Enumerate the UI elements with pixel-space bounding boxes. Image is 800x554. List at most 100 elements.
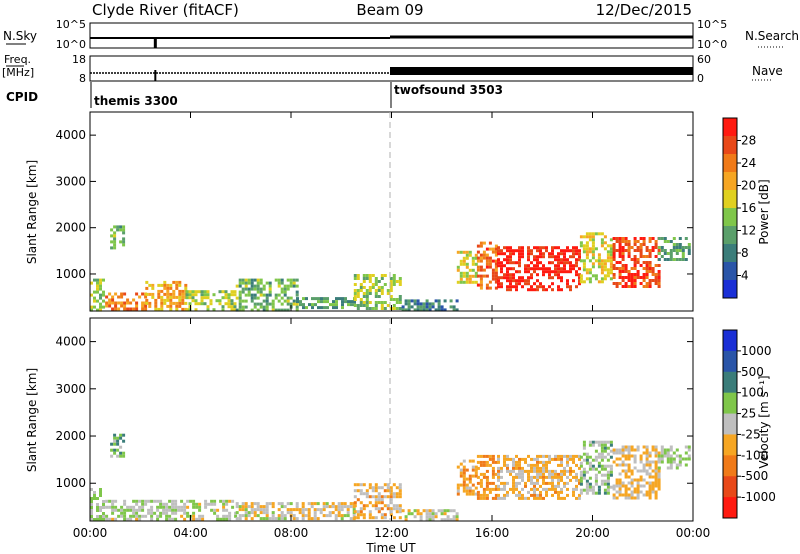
heatmap-cell — [527, 282, 530, 286]
heatmap-cell — [506, 285, 509, 289]
heatmap-cell — [654, 460, 658, 464]
heatmap-cell — [621, 276, 625, 279]
heatmap-cell — [669, 258, 673, 261]
heatmap-cell — [500, 285, 503, 289]
heatmap-cell — [627, 243, 631, 246]
heatmap-cell — [624, 237, 628, 240]
heatmap-cell — [648, 267, 652, 270]
heatmap-cell — [323, 297, 326, 301]
heatmap-cell — [120, 511, 124, 515]
heatmap-cell — [431, 518, 435, 522]
heatmap-cell — [334, 508, 338, 512]
heatmap-cell — [234, 514, 238, 518]
heatmap-cell — [642, 451, 646, 455]
heatmap-cell — [572, 457, 575, 461]
heatmap-cell — [238, 290, 242, 294]
heatmap-cell — [277, 281, 281, 285]
heatmap-cell — [440, 308, 444, 312]
heatmap-cell — [117, 514, 121, 518]
heatmap-cell — [175, 301, 179, 305]
heatmap-cell — [126, 307, 130, 311]
heatmap-cell — [108, 499, 112, 503]
heatmap-cell — [497, 478, 500, 482]
heatmap-cell — [648, 466, 652, 470]
heatmap-cell — [494, 250, 498, 254]
heatmap-cell — [151, 283, 155, 287]
heatmap-cell — [560, 279, 563, 283]
heatmap-cell — [326, 306, 329, 310]
heatmap-cell — [271, 517, 275, 521]
heatmap-cell — [165, 502, 169, 506]
heatmap-cell — [588, 271, 592, 275]
heatmap-cell — [603, 467, 607, 471]
heatmap-cell — [113, 240, 117, 244]
heatmap-cell — [90, 305, 93, 309]
heatmap-cell — [277, 284, 281, 288]
heatmap-cell — [654, 484, 658, 488]
heatmap-cell — [344, 300, 347, 304]
heatmap-cell — [422, 305, 426, 309]
heatmap-cell — [533, 481, 536, 485]
heatmap-cell — [591, 235, 595, 239]
heatmap-cell — [93, 278, 96, 282]
heatmap-cell — [374, 289, 378, 292]
heatmap-cell — [569, 270, 572, 274]
heatmap-cell — [462, 477, 466, 481]
heatmap-cell — [476, 466, 480, 470]
heatmap-cell — [404, 299, 408, 303]
heatmap-cell — [609, 473, 613, 477]
heatmap-cell — [530, 463, 533, 467]
heatmap-cell — [521, 457, 524, 461]
heatmap-cell — [618, 243, 622, 246]
heatmap-cell — [578, 466, 581, 470]
heatmap-cell — [627, 451, 631, 455]
heatmap-cell — [572, 279, 575, 283]
power-ylabel: Slant Range [km] — [25, 160, 39, 264]
heatmap-cell — [122, 454, 126, 458]
heatmap-cell — [395, 492, 399, 496]
heatmap-cell — [437, 509, 441, 513]
heatmap-cell — [244, 511, 248, 515]
heatmap-cell — [213, 511, 217, 515]
heatmap-cell — [165, 517, 169, 521]
heatmap-cell — [572, 264, 575, 268]
heatmap-cell — [244, 299, 248, 303]
heatmap-cell — [597, 455, 601, 459]
x-tick-label: 16:00 — [475, 526, 510, 540]
heatmap-cell — [479, 280, 483, 284]
heatmap-cell — [621, 445, 625, 449]
heatmap-cell — [591, 491, 595, 495]
heatmap-cell — [651, 249, 655, 252]
heatmap-cell — [554, 255, 557, 259]
heatmap-cell — [141, 307, 145, 311]
heatmap-cell — [591, 488, 595, 492]
heatmap-cell — [141, 514, 145, 518]
heatmap-cell — [172, 292, 176, 296]
heatmap-cell — [672, 258, 676, 261]
heatmap-cell — [663, 258, 667, 261]
heatmap-cell — [238, 299, 242, 303]
heatmap-cell — [123, 514, 127, 518]
heatmap-cell — [389, 295, 393, 298]
heatmap-cell — [380, 292, 384, 295]
colorbar-swatch — [723, 434, 737, 456]
heatmap-cell — [96, 287, 99, 291]
heatmap-cell — [636, 270, 640, 273]
heatmap-cell — [645, 469, 649, 473]
heatmap-cell — [443, 512, 447, 516]
colorbar-swatch — [723, 154, 737, 173]
heatmap-cell — [186, 511, 190, 515]
heatmap-cell — [545, 267, 548, 271]
heatmap-cell — [250, 505, 254, 509]
heatmap-cell — [624, 490, 628, 494]
heatmap-cell — [468, 474, 472, 478]
heatmap-cell — [99, 491, 102, 494]
heatmap-cell — [365, 504, 369, 508]
heatmap-cell — [627, 240, 631, 243]
heatmap-cell — [560, 288, 563, 292]
heatmap-cell — [648, 255, 652, 258]
heatmap-cell — [506, 469, 509, 473]
heatmap-cell — [99, 305, 102, 309]
heatmap-cell — [554, 475, 557, 479]
